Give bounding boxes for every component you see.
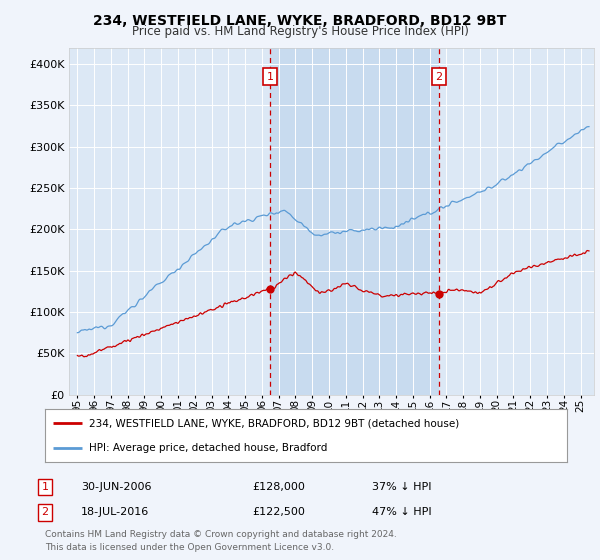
Text: 1: 1 <box>267 72 274 82</box>
Text: Contains HM Land Registry data © Crown copyright and database right 2024.
This d: Contains HM Land Registry data © Crown c… <box>45 530 397 552</box>
Text: HPI: Average price, detached house, Bradford: HPI: Average price, detached house, Brad… <box>89 442 328 452</box>
Text: 37% ↓ HPI: 37% ↓ HPI <box>372 482 431 492</box>
Bar <box>270 48 439 395</box>
Text: 2: 2 <box>41 507 49 517</box>
Text: 234, WESTFIELD LANE, WYKE, BRADFORD, BD12 9BT: 234, WESTFIELD LANE, WYKE, BRADFORD, BD1… <box>94 14 506 28</box>
Text: 234, WESTFIELD LANE, WYKE, BRADFORD, BD12 9BT (detached house): 234, WESTFIELD LANE, WYKE, BRADFORD, BD1… <box>89 418 460 428</box>
Text: Price paid vs. HM Land Registry's House Price Index (HPI): Price paid vs. HM Land Registry's House … <box>131 25 469 38</box>
Text: £128,000: £128,000 <box>252 482 305 492</box>
Text: 18-JUL-2016: 18-JUL-2016 <box>81 507 149 517</box>
Text: 2: 2 <box>435 72 442 82</box>
Text: 1: 1 <box>41 482 49 492</box>
Text: £122,500: £122,500 <box>252 507 305 517</box>
Text: 47% ↓ HPI: 47% ↓ HPI <box>372 507 431 517</box>
Text: 30-JUN-2006: 30-JUN-2006 <box>81 482 151 492</box>
